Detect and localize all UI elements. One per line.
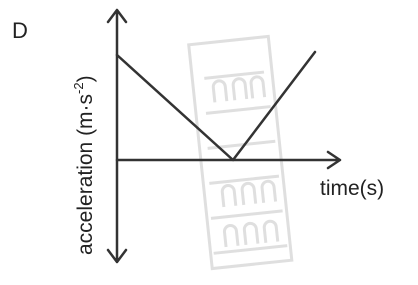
graph-line [117, 52, 315, 160]
y-axis [108, 10, 126, 262]
x-axis-label: time(s) [320, 177, 384, 200]
y-axis-label: acceleration (m·s-2) [71, 75, 97, 255]
panel-label: D [12, 18, 28, 43]
y-axis-label-superscript: -2 [71, 82, 86, 94]
y-axis-label-end: ) [74, 75, 97, 82]
graph: D time(s) acceleration (m·s-2) [0, 0, 418, 285]
axes [108, 10, 340, 262]
y-axis-label-text: acceleration (m·s [74, 94, 97, 255]
